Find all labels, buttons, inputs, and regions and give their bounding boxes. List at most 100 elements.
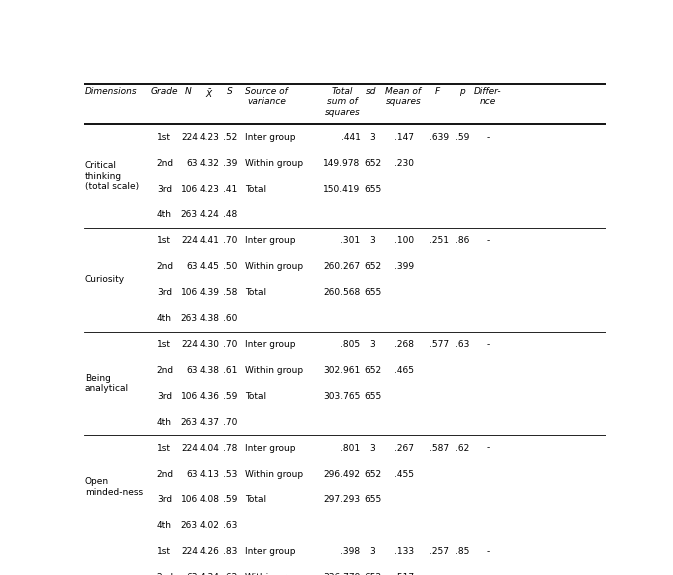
Text: 4.23: 4.23: [199, 133, 219, 142]
Text: 2nd: 2nd: [156, 262, 173, 271]
Text: 652: 652: [364, 470, 381, 478]
Text: sd: sd: [366, 87, 377, 95]
Text: .86: .86: [454, 236, 469, 246]
Text: Total: Total: [245, 288, 267, 297]
Text: 4th: 4th: [157, 417, 172, 427]
Text: 263: 263: [181, 314, 198, 323]
Text: 303.765: 303.765: [323, 392, 361, 401]
Text: 106: 106: [180, 496, 198, 504]
Text: 3rd: 3rd: [157, 496, 172, 504]
Text: Open
minded-ness: Open minded-ness: [85, 477, 143, 497]
Text: 224: 224: [181, 340, 198, 349]
Text: 1st: 1st: [157, 236, 172, 246]
Text: .52: .52: [223, 133, 238, 142]
Text: -: -: [486, 236, 489, 246]
Text: 4.38: 4.38: [199, 314, 219, 323]
Text: Mean of
squares: Mean of squares: [386, 87, 421, 106]
Text: Total: Total: [245, 392, 267, 401]
Text: 106: 106: [180, 288, 198, 297]
Text: S: S: [227, 87, 233, 95]
Text: .251: .251: [429, 236, 449, 246]
Text: .268: .268: [394, 340, 415, 349]
Text: 4.38: 4.38: [199, 366, 219, 375]
Text: .587: .587: [429, 443, 449, 453]
Text: 260.267: 260.267: [324, 262, 361, 271]
Text: 655: 655: [364, 185, 381, 194]
Text: .100: .100: [394, 236, 415, 246]
Text: .63: .63: [454, 340, 469, 349]
Text: 106: 106: [180, 185, 198, 194]
Text: .455: .455: [394, 470, 415, 478]
Text: 4.08: 4.08: [199, 496, 219, 504]
Text: 4.36: 4.36: [199, 392, 219, 401]
Text: .301: .301: [341, 236, 361, 246]
Text: 3: 3: [369, 443, 376, 453]
Text: 4.39: 4.39: [199, 288, 219, 297]
Text: 224: 224: [181, 547, 198, 556]
Text: .60: .60: [223, 314, 238, 323]
Text: .801: .801: [341, 443, 361, 453]
Text: 655: 655: [364, 496, 381, 504]
Text: 4.04: 4.04: [199, 443, 219, 453]
Text: 260.568: 260.568: [323, 288, 361, 297]
Text: 3: 3: [369, 340, 376, 349]
Text: .70: .70: [223, 340, 238, 349]
Text: 3: 3: [369, 133, 376, 142]
Text: Inter group: Inter group: [245, 340, 296, 349]
Text: 2nd: 2nd: [156, 470, 173, 478]
Text: .147: .147: [394, 133, 415, 142]
Text: .41: .41: [223, 185, 238, 194]
Text: 4.45: 4.45: [199, 262, 219, 271]
Text: Within group: Within group: [245, 262, 304, 271]
Text: .85: .85: [454, 547, 469, 556]
Text: .805: .805: [341, 340, 361, 349]
Text: .58: .58: [223, 288, 238, 297]
Text: F: F: [435, 87, 440, 95]
Text: 652: 652: [364, 366, 381, 375]
Text: 150.419: 150.419: [323, 185, 361, 194]
Text: Dimensions: Dimensions: [85, 87, 137, 95]
Text: 4.30: 4.30: [199, 340, 219, 349]
Text: 3: 3: [369, 236, 376, 246]
Text: .59: .59: [223, 392, 238, 401]
Text: .133: .133: [394, 547, 415, 556]
Text: 3rd: 3rd: [157, 185, 172, 194]
Text: 63: 63: [186, 470, 198, 478]
Text: 1st: 1st: [157, 443, 172, 453]
Text: .399: .399: [394, 262, 415, 271]
Text: p: p: [459, 87, 464, 95]
Text: 4.34: 4.34: [199, 573, 219, 575]
Text: 263: 263: [181, 522, 198, 530]
Text: Inter group: Inter group: [245, 547, 296, 556]
Text: -: -: [486, 443, 489, 453]
Text: .61: .61: [223, 366, 238, 375]
Text: N: N: [185, 87, 192, 95]
Text: 63: 63: [186, 366, 198, 375]
Text: .78: .78: [223, 443, 238, 453]
Text: 224: 224: [181, 133, 198, 142]
Text: Being
analytical: Being analytical: [85, 374, 129, 393]
Text: .53: .53: [223, 470, 238, 478]
Text: 1st: 1st: [157, 340, 172, 349]
Text: 655: 655: [364, 392, 381, 401]
Text: .50: .50: [223, 262, 238, 271]
Text: 63: 63: [186, 573, 198, 575]
Text: Inter group: Inter group: [245, 443, 296, 453]
Text: 1st: 1st: [157, 547, 172, 556]
Text: 2nd: 2nd: [156, 159, 173, 168]
Text: 4.41: 4.41: [199, 236, 219, 246]
Text: .465: .465: [394, 366, 415, 375]
Text: 63: 63: [186, 262, 198, 271]
Text: 4.37: 4.37: [199, 417, 219, 427]
Text: 336.779: 336.779: [323, 573, 361, 575]
Text: 652: 652: [364, 262, 381, 271]
Text: -: -: [486, 547, 489, 556]
Text: 263: 263: [181, 210, 198, 220]
Text: .230: .230: [394, 159, 415, 168]
Text: Differ-
nce: Differ- nce: [474, 87, 501, 106]
Text: 63: 63: [186, 159, 198, 168]
Text: .63: .63: [223, 522, 238, 530]
Text: Source of
variance: Source of variance: [245, 87, 288, 106]
Text: 297.293: 297.293: [324, 496, 361, 504]
Text: Total: Total: [245, 185, 267, 194]
